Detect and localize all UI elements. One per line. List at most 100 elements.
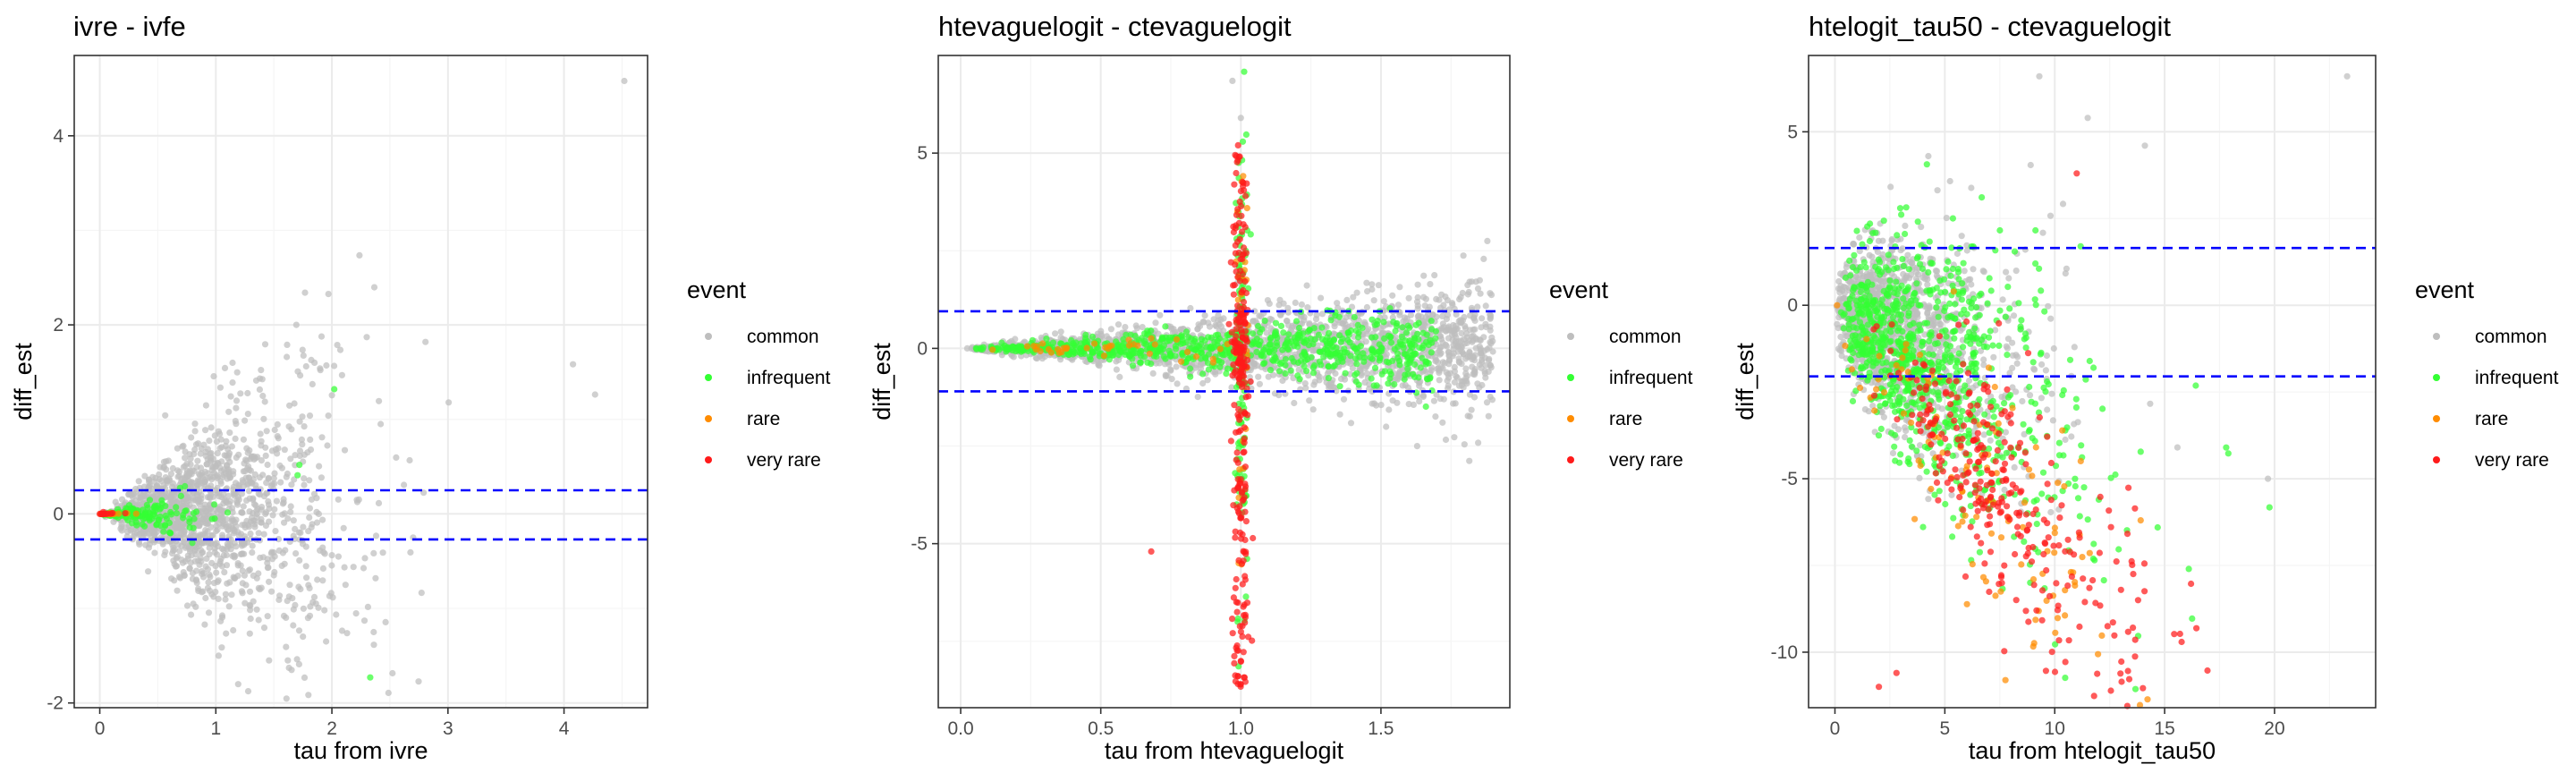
data-point-common	[206, 437, 213, 445]
data-point-common	[1277, 311, 1284, 319]
data-point-common	[1414, 293, 1421, 302]
data-point-common	[1096, 362, 1103, 370]
y-tick-label: 2	[53, 315, 64, 336]
data-point-common	[165, 475, 173, 482]
data-point-infrequent	[1129, 362, 1137, 370]
data-point-common	[1302, 385, 1309, 392]
data-point-very-rare	[1237, 368, 1244, 375]
data-point-common	[159, 540, 166, 548]
data-point-common	[175, 573, 183, 581]
data-point-common	[246, 588, 254, 595]
data-point-common	[299, 413, 306, 420]
data-point-common	[1433, 391, 1440, 398]
data-point-common	[218, 614, 226, 621]
data-point-common	[1476, 276, 1483, 284]
data-point-common	[146, 476, 153, 483]
data-point-infrequent	[1131, 332, 1139, 340]
data-point-very-rare	[1237, 412, 1245, 419]
data-point-common	[265, 475, 272, 482]
data-point-common	[232, 435, 239, 442]
data-point-common	[225, 527, 232, 534]
data-point-common	[1237, 115, 1244, 122]
data-point-infrequent	[1428, 326, 1436, 333]
data-point-infrequent	[1271, 346, 1278, 353]
data-point-common	[1340, 395, 1348, 403]
data-point-infrequent	[1419, 344, 1426, 352]
data-point-common	[130, 490, 137, 498]
data-point-infrequent	[294, 471, 301, 479]
data-point-common	[259, 392, 267, 400]
data-point-common	[1263, 329, 1270, 336]
data-point-common	[1251, 308, 1258, 315]
data-point-common	[258, 504, 266, 511]
data-point-common	[401, 481, 408, 488]
data-point-common	[1116, 373, 1123, 380]
data-point-common	[1471, 326, 1479, 333]
data-point-very-rare	[1237, 188, 1244, 195]
data-point-very-rare	[1239, 531, 1246, 539]
data-point-common	[1454, 348, 1462, 355]
data-point-common	[1113, 366, 1120, 373]
data-point-common	[245, 523, 252, 531]
data-point-common	[145, 568, 152, 575]
x-tick-label: 3	[443, 718, 453, 739]
x-tick-label: 4	[559, 718, 570, 739]
data-point-common	[1414, 305, 1421, 312]
data-point-common	[221, 364, 229, 371]
data-point-common	[328, 562, 335, 569]
data-point-common	[170, 547, 177, 555]
data-point-very-rare	[99, 508, 106, 515]
data-point-common	[207, 457, 214, 464]
data-point-infrequent	[141, 511, 148, 518]
data-point-very-rare	[1239, 251, 1247, 259]
data-point-common	[206, 551, 213, 558]
data-point-common	[162, 412, 169, 419]
data-point-very-rare	[1236, 623, 1243, 630]
data-point-common	[258, 442, 265, 449]
data-point-common	[211, 432, 218, 439]
data-point-common	[283, 473, 290, 480]
data-point-common	[140, 492, 148, 499]
data-point-infrequent	[1137, 347, 1145, 354]
legend-label-infrequent: infrequent	[1609, 368, 1693, 388]
legend-label-common: common	[747, 327, 819, 347]
data-point-infrequent	[1325, 375, 1332, 382]
data-point-common	[1038, 334, 1045, 342]
data-point-common	[229, 359, 236, 367]
data-point-common	[1476, 361, 1483, 369]
data-point-infrequent	[1162, 355, 1169, 362]
data-point-infrequent	[1352, 327, 1360, 335]
data-point-common	[294, 368, 301, 375]
data-point-infrequent	[1167, 353, 1174, 360]
data-point-common	[253, 514, 260, 522]
data-point-common	[246, 508, 253, 515]
data-point-common	[301, 674, 309, 682]
data-point-infrequent	[1282, 370, 1289, 378]
data-point-common	[240, 436, 247, 443]
data-point-common	[258, 456, 265, 464]
data-point-infrequent	[1411, 361, 1419, 368]
data-point-common	[228, 517, 235, 524]
data-point-common	[334, 342, 341, 349]
data-point-common	[1943, 215, 1950, 222]
data-point-common	[1370, 297, 1377, 304]
data-point-common	[1389, 363, 1396, 370]
data-point-infrequent	[1376, 341, 1383, 348]
data-point-very-rare	[1235, 406, 1242, 413]
data-point-common	[244, 411, 251, 418]
legend-key-very-rare	[1567, 456, 1574, 463]
legend-label-very-rare: very rare	[747, 450, 821, 471]
data-point-infrequent	[1049, 339, 1057, 346]
data-point-infrequent	[1257, 329, 1264, 336]
data-point-common	[1421, 368, 1429, 375]
data-point-common	[279, 511, 286, 518]
legend-label-common: common	[1609, 327, 1682, 347]
data-point-common	[244, 688, 252, 695]
data-point-very-rare	[1238, 327, 1245, 334]
data-point-common	[229, 379, 236, 386]
legend-label-very-rare: very rare	[1609, 450, 1683, 471]
data-point-common	[1990, 353, 1997, 361]
data-point-infrequent	[1275, 368, 1284, 375]
data-point-common	[1918, 224, 1925, 231]
data-point-common	[299, 346, 306, 353]
